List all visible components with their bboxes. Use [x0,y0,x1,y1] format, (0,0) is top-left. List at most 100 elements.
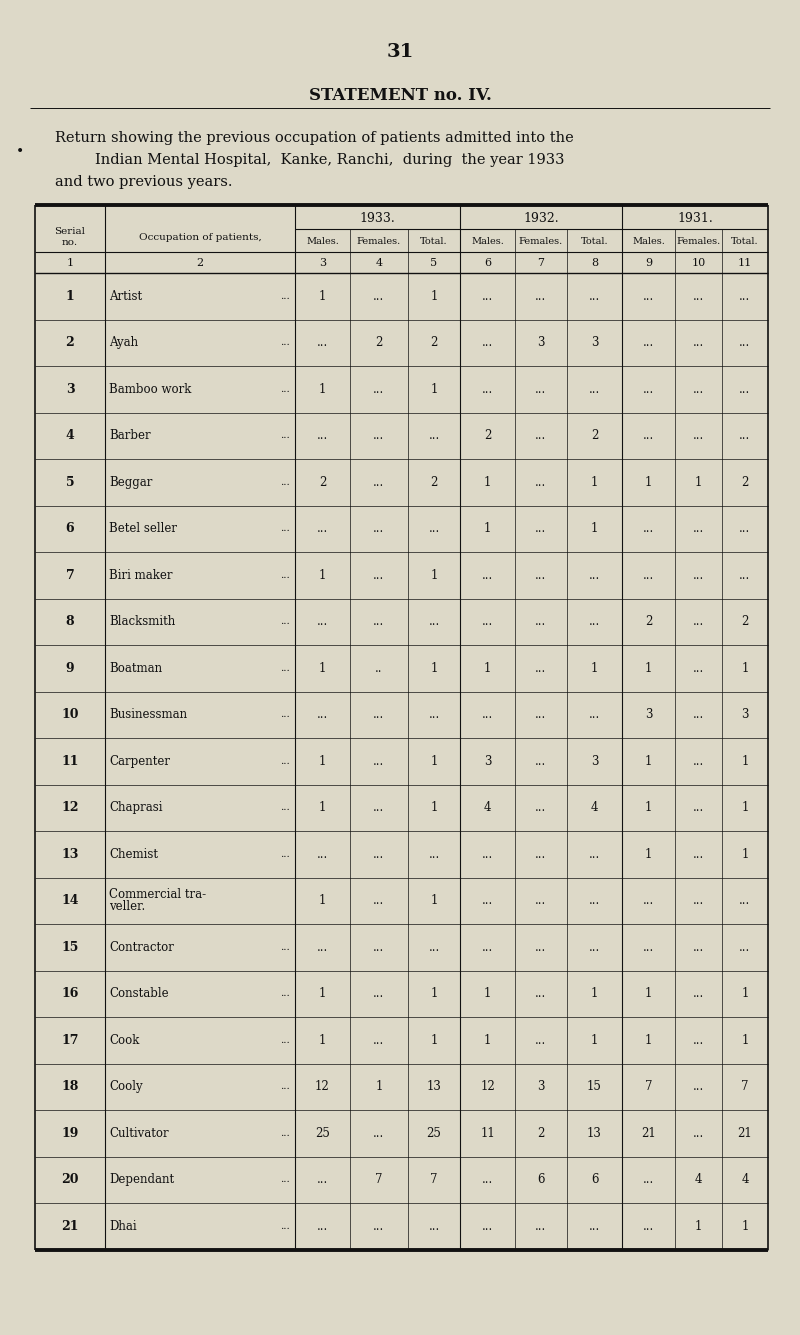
Text: 1: 1 [319,290,326,303]
Text: ...: ... [739,290,750,303]
Text: 1933.: 1933. [360,211,395,224]
Text: 1: 1 [645,848,652,861]
Text: 3: 3 [538,336,545,350]
Text: Return showing the previous occupation of patients admitted into the: Return showing the previous occupation o… [55,131,574,146]
Text: ...: ... [739,894,750,908]
Text: 1: 1 [484,988,491,1000]
Text: STATEMENT no. IV.: STATEMENT no. IV. [309,87,491,104]
Text: Dhai: Dhai [109,1220,137,1232]
Text: 4: 4 [66,430,74,442]
Text: 17: 17 [62,1033,78,1047]
Text: ...: ... [280,384,290,394]
Text: ...: ... [280,338,290,347]
Text: 1: 1 [430,662,438,674]
Text: 7: 7 [742,1080,749,1093]
Text: 11: 11 [738,258,752,268]
Text: 5: 5 [430,258,438,268]
Text: Indian Mental Hospital,  Kanke, Ranchi,  during  the year 1933: Indian Mental Hospital, Kanke, Ranchi, d… [95,154,565,167]
Text: 10: 10 [62,709,78,721]
Text: ...: ... [374,941,385,953]
Text: ...: ... [280,617,290,626]
Text: 1: 1 [430,383,438,395]
Text: 25: 25 [426,1127,442,1140]
Text: 21: 21 [738,1127,752,1140]
Text: Businessman: Businessman [109,709,187,721]
Text: ...: ... [280,1083,290,1091]
Text: ...: ... [280,478,290,487]
Text: 1: 1 [591,662,598,674]
Text: ...: ... [693,383,704,395]
Text: 13: 13 [587,1127,602,1140]
Text: ...: ... [693,569,704,582]
Text: 1: 1 [66,290,74,303]
Text: 19: 19 [62,1127,78,1140]
Text: Cooly: Cooly [109,1080,142,1093]
Text: ...: ... [280,1222,290,1231]
Text: ...: ... [280,757,290,766]
Text: ...: ... [535,1033,546,1047]
Text: ...: ... [428,430,440,442]
Text: Males.: Males. [306,238,339,247]
Text: ...: ... [589,290,600,303]
Text: ...: ... [535,941,546,953]
Text: ...: ... [643,430,654,442]
Text: 1: 1 [645,475,652,489]
Text: ...: ... [535,569,546,582]
Text: 2: 2 [591,430,598,442]
Text: 11: 11 [62,754,78,768]
Text: Commercial tra-: Commercial tra- [109,888,206,901]
Text: 2: 2 [197,258,203,268]
Text: Females.: Females. [676,238,721,247]
Text: 6: 6 [484,258,491,268]
Text: ..: .. [375,662,382,674]
Text: ...: ... [535,290,546,303]
Text: ...: ... [535,475,546,489]
Text: Cultivator: Cultivator [109,1127,169,1140]
Text: Beggar: Beggar [109,475,152,489]
Text: ...: ... [643,1220,654,1232]
Text: 3: 3 [645,709,652,721]
Text: ...: ... [374,383,385,395]
Text: 2: 2 [319,475,326,489]
Text: 4: 4 [590,801,598,814]
Text: Biri maker: Biri maker [109,569,173,582]
Text: 18: 18 [62,1080,78,1093]
Text: ...: ... [317,336,328,350]
Text: 1: 1 [430,569,438,582]
Text: ...: ... [739,569,750,582]
Text: ...: ... [280,989,290,999]
Text: 1: 1 [319,662,326,674]
Text: 1: 1 [645,988,652,1000]
Text: ...: ... [693,709,704,721]
Text: 21: 21 [62,1220,78,1232]
Text: 1: 1 [484,522,491,535]
Text: ...: ... [280,943,290,952]
Text: ...: ... [643,941,654,953]
Text: ...: ... [535,848,546,861]
Text: ...: ... [589,709,600,721]
Text: 16: 16 [62,988,78,1000]
Text: ...: ... [643,383,654,395]
Text: 2: 2 [538,1127,545,1140]
Text: 1: 1 [430,894,438,908]
Text: ...: ... [693,430,704,442]
Text: ...: ... [280,1036,290,1045]
Text: 1: 1 [645,662,652,674]
Text: ...: ... [535,430,546,442]
Text: 1: 1 [742,988,749,1000]
Text: ...: ... [482,709,493,721]
Text: Total.: Total. [581,238,608,247]
Text: ...: ... [739,336,750,350]
Text: 4: 4 [742,1173,749,1187]
Text: ...: ... [535,383,546,395]
Text: 2: 2 [375,336,382,350]
Text: ...: ... [374,988,385,1000]
Text: ...: ... [374,290,385,303]
Text: Males.: Males. [471,238,504,247]
Text: ...: ... [589,894,600,908]
Text: 1: 1 [430,801,438,814]
Text: ...: ... [317,1173,328,1187]
Text: 10: 10 [691,258,706,268]
Text: ...: ... [693,988,704,1000]
Text: ...: ... [280,292,290,300]
